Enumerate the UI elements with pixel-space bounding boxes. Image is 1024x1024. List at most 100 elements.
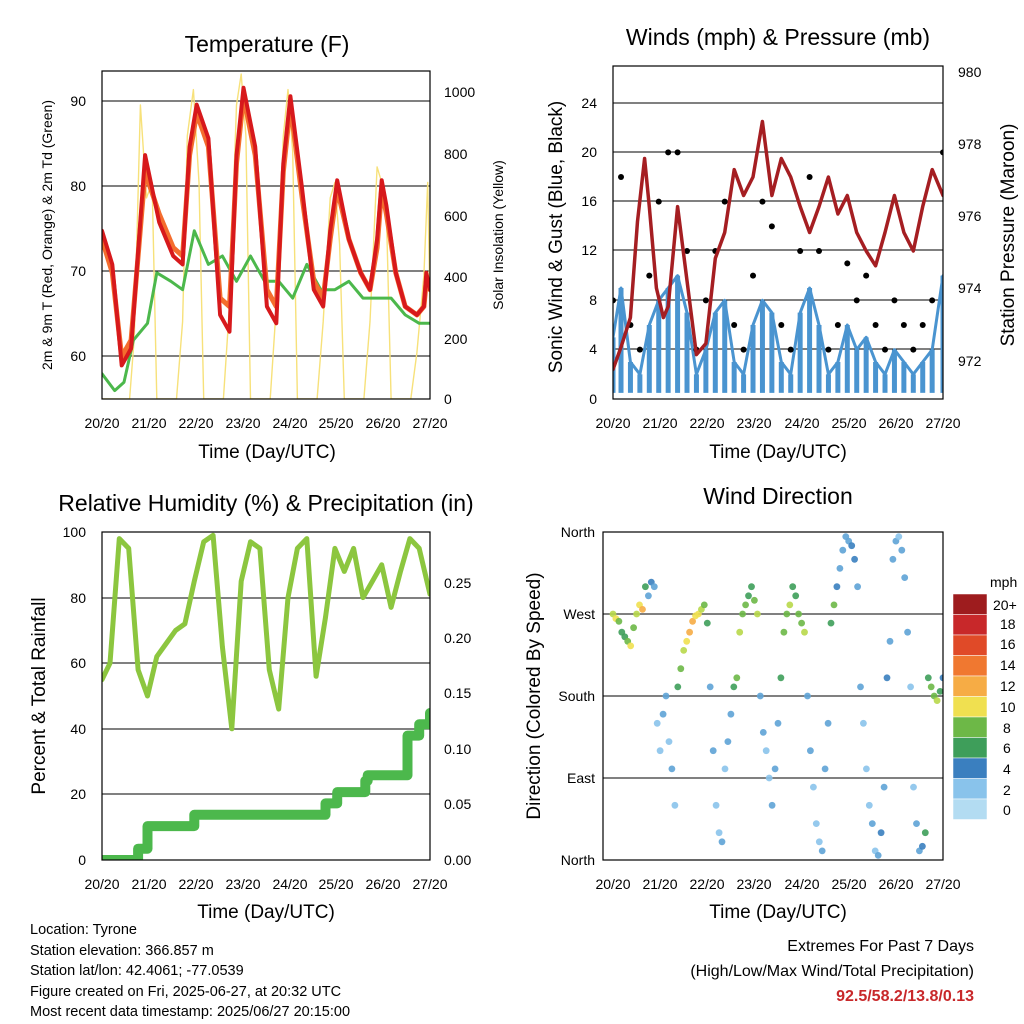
tick-label: 21/20: [642, 415, 677, 431]
direction-point: [839, 546, 847, 554]
tick-label: 24/20: [272, 415, 307, 431]
legend-swatch: [952, 737, 988, 759]
humidity-series: [102, 532, 430, 860]
location-text: Location: Tyrone: [30, 922, 137, 938]
gust-point: [797, 248, 804, 254]
direction-point: [777, 674, 785, 682]
winds-panel: Winds (mph) & Pressure (mb) 24 20 16 12 …: [546, 24, 1019, 463]
tick-label: 25/20: [831, 876, 866, 892]
relative-humidity-line: [102, 532, 430, 732]
tick-label: 20: [70, 786, 86, 802]
elevation-text: Station elevation: 366.857 m: [30, 942, 214, 959]
tick-label: 0: [444, 391, 452, 407]
direction-point: [865, 801, 873, 809]
precipitation-line: [102, 708, 430, 860]
direction-point: [615, 617, 623, 625]
gust-point: [910, 346, 917, 353]
direction-point: [703, 619, 711, 627]
direction-x-axis-label: Time (Day/UTC): [709, 902, 847, 923]
direction-point: [639, 606, 646, 613]
direction-point: [674, 683, 682, 691]
direction-point: [913, 820, 920, 827]
tick-label: 400: [444, 269, 468, 285]
legend-swatch: [952, 778, 988, 800]
direction-point: [860, 719, 867, 727]
temperature-right-ticks: 1000 800 600 400 200 0: [444, 84, 475, 407]
winds-left-ticks: 24 20 16 12 8 4 0: [581, 95, 597, 407]
tick-label: 26/20: [365, 415, 400, 431]
direction-point: [765, 774, 773, 782]
tick-label: 1000: [444, 84, 475, 100]
tick-label: 60: [70, 655, 86, 671]
direction-point: [857, 683, 864, 691]
tick-label: 22/20: [178, 415, 213, 431]
legend-label: 4: [1003, 761, 1011, 777]
tick-label: 12: [581, 242, 597, 258]
direction-point: [939, 674, 943, 682]
direction-point: [810, 783, 817, 791]
tick-label: East: [567, 770, 595, 786]
humidity-left-ticks: 100 80 60 40 20 0: [63, 524, 87, 868]
tick-label: 22/20: [689, 415, 724, 431]
direction-point: [877, 829, 885, 837]
direction-point: [804, 692, 811, 700]
winds-left-axis-label: Sonic Wind & Gust (Blue, Black): [546, 101, 567, 373]
direction-point: [771, 765, 779, 773]
extremes-subtitle: (High/Low/Max Wind/Total Precipitation): [690, 963, 974, 980]
direction-point: [807, 747, 814, 755]
gust-point: [806, 174, 813, 180]
gust-point: [646, 272, 653, 279]
gust-point: [684, 248, 691, 254]
winds-title: Winds (mph) & Pressure (mb): [626, 24, 930, 50]
extremes-title: Extremes For Past 7 Days: [787, 938, 974, 955]
direction-point: [715, 829, 723, 837]
tick-label: 8: [589, 292, 597, 308]
tick-label: 800: [444, 146, 468, 162]
legend-title: mph: [990, 574, 1017, 590]
tick-label: 22/20: [178, 876, 213, 892]
gust-point: [872, 322, 879, 328]
direction-point: [754, 610, 761, 618]
direction-point: [686, 628, 693, 636]
tick-label: 976: [958, 208, 982, 224]
tick-label: 27/20: [412, 876, 447, 892]
gust-point: [674, 149, 681, 156]
tick-label: 978: [958, 136, 982, 152]
tick-label: 20/20: [595, 876, 630, 892]
direction-point: [904, 628, 911, 636]
direction-point: [718, 838, 726, 846]
tick-label: 26/20: [365, 876, 400, 892]
legend-swatch: [952, 675, 988, 697]
direction-point: [910, 783, 917, 791]
gust-point: [787, 346, 794, 353]
tick-label: 24/20: [272, 876, 307, 892]
gust-point: [655, 198, 662, 205]
direction-point: [668, 765, 676, 773]
tick-label: 26/20: [878, 876, 913, 892]
direction-point: [627, 642, 635, 650]
direction-point: [736, 628, 744, 636]
direction-point: [671, 801, 679, 809]
direction-point: [792, 592, 800, 600]
tick-label: 600: [444, 208, 468, 224]
legend-swatch: [952, 798, 988, 820]
legend-swatch: [952, 696, 988, 718]
direction-left-axis-label: Direction (Colored By Speed): [524, 572, 545, 819]
tick-label: 21/20: [131, 876, 166, 892]
dewpoint-line: [102, 229, 430, 393]
direction-point: [662, 692, 670, 700]
station-metadata: Location: Tyrone Station elevation: 366.…: [30, 920, 350, 1023]
gust-point: [882, 346, 889, 353]
direction-point: [848, 542, 856, 550]
gust-point: [636, 346, 643, 353]
gust-point: [759, 198, 766, 205]
legend-label: 10: [1000, 699, 1016, 715]
direction-point: [650, 583, 658, 591]
tick-label: 974: [958, 280, 982, 296]
legend-label: 14: [1000, 657, 1016, 673]
humidity-panel: Relative Humidity (%) & Precipitation (i…: [29, 490, 474, 923]
direction-point: [824, 719, 832, 727]
tick-label: 20/20: [84, 876, 119, 892]
humidity-x-axis-label: Time (Day/UTC): [197, 902, 335, 923]
winds-right-axis-label: Station Pressure (Maroon): [998, 124, 1019, 347]
